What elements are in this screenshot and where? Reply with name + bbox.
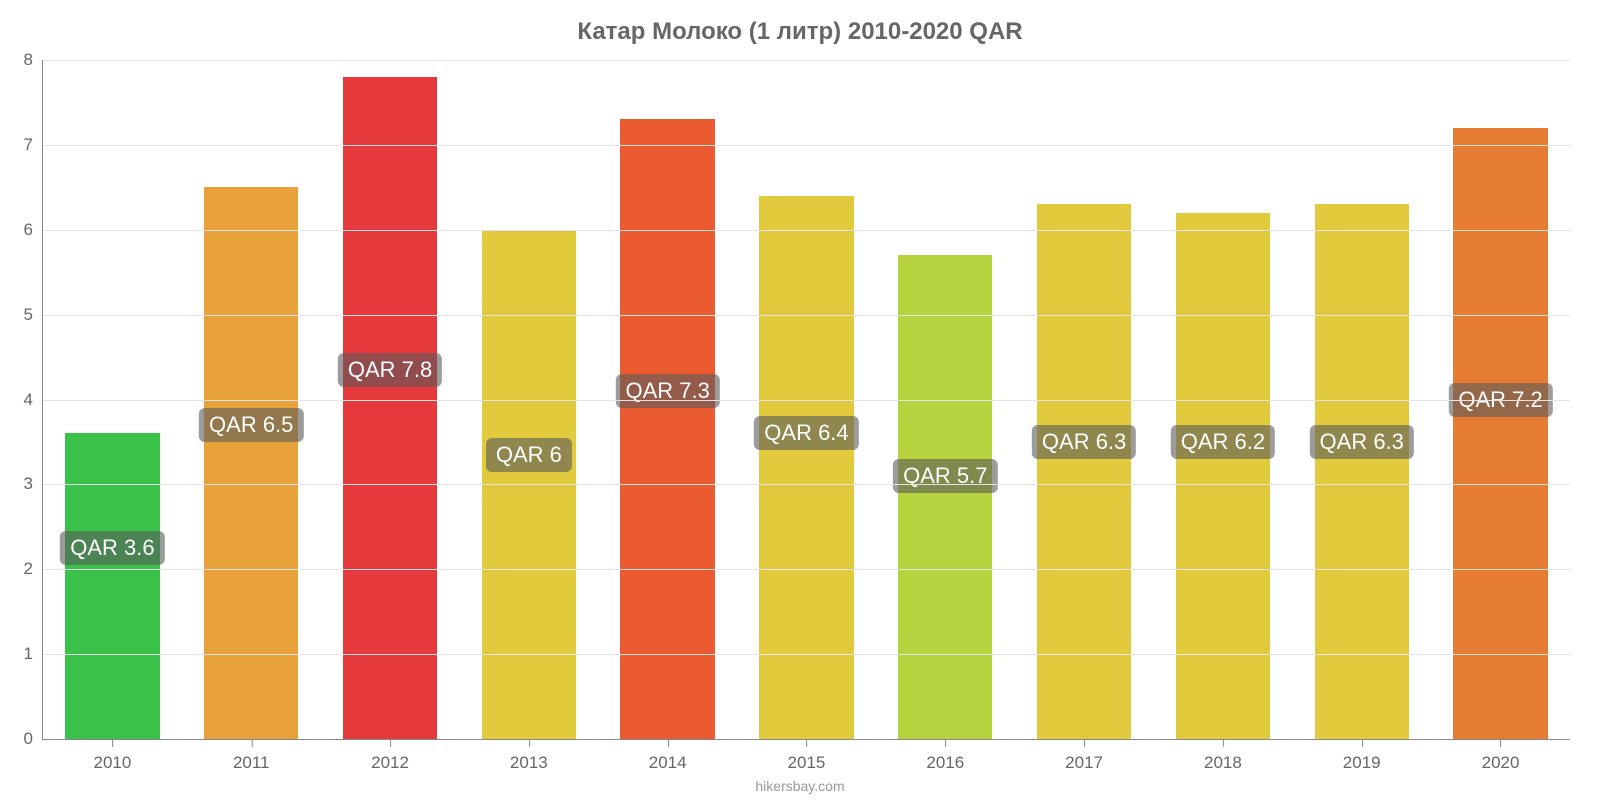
chart-title: Катар Молоко (1 литр) 2010-2020 QAR xyxy=(0,18,1600,46)
gridline xyxy=(43,400,1570,401)
x-tick-label: 2010 xyxy=(93,739,131,773)
y-tick-label: 4 xyxy=(24,390,43,410)
gridline xyxy=(43,484,1570,485)
bar xyxy=(204,187,298,739)
x-tick-label: 2013 xyxy=(510,739,548,773)
plot-area: QAR 3.62010QAR 6.52011QAR 7.82012QAR 620… xyxy=(42,60,1570,740)
chart-container: Катар Молоко (1 литр) 2010-2020 QAR QAR … xyxy=(0,0,1600,800)
bar-value-label: QAR 6.2 xyxy=(1171,425,1275,459)
attribution-text: hikersbay.com xyxy=(0,778,1600,794)
bar-value-label: QAR 7.3 xyxy=(615,374,719,408)
y-tick-label: 5 xyxy=(24,305,43,325)
gridline xyxy=(43,230,1570,231)
bar xyxy=(1037,204,1131,739)
bar xyxy=(65,433,159,739)
bar xyxy=(1315,204,1409,739)
bar-value-label: QAR 6.5 xyxy=(199,408,303,442)
x-tick-label: 2020 xyxy=(1482,739,1520,773)
bar xyxy=(1176,213,1270,739)
bar xyxy=(1453,128,1547,739)
x-tick-label: 2019 xyxy=(1343,739,1381,773)
y-tick-label: 7 xyxy=(24,135,43,155)
gridline xyxy=(43,60,1570,61)
bar-value-label: QAR 3.6 xyxy=(60,531,164,565)
gridline xyxy=(43,569,1570,570)
y-tick-label: 8 xyxy=(24,50,43,70)
y-tick-label: 1 xyxy=(24,644,43,664)
bar xyxy=(898,255,992,739)
bar-value-label: QAR 6.4 xyxy=(754,416,858,450)
y-tick-label: 2 xyxy=(24,559,43,579)
bar-value-label: QAR 6.3 xyxy=(1310,425,1414,459)
bar-value-label: QAR 5.7 xyxy=(893,459,997,493)
x-tick-label: 2016 xyxy=(926,739,964,773)
gridline xyxy=(43,145,1570,146)
y-tick-label: 6 xyxy=(24,220,43,240)
bar-value-label: QAR 6 xyxy=(486,438,572,472)
x-tick-label: 2014 xyxy=(649,739,687,773)
gridline xyxy=(43,654,1570,655)
bar xyxy=(759,196,853,739)
bar-value-label: QAR 7.8 xyxy=(338,353,442,387)
bar xyxy=(343,77,437,739)
y-tick-label: 3 xyxy=(24,474,43,494)
x-tick-label: 2011 xyxy=(233,739,270,773)
x-tick-label: 2012 xyxy=(371,739,409,773)
x-tick-label: 2015 xyxy=(788,739,826,773)
bar-value-label: QAR 6.3 xyxy=(1032,425,1136,459)
gridline xyxy=(43,315,1570,316)
x-tick-label: 2018 xyxy=(1204,739,1242,773)
y-tick-label: 0 xyxy=(24,729,43,749)
x-tick-label: 2017 xyxy=(1065,739,1103,773)
bar xyxy=(620,119,714,739)
